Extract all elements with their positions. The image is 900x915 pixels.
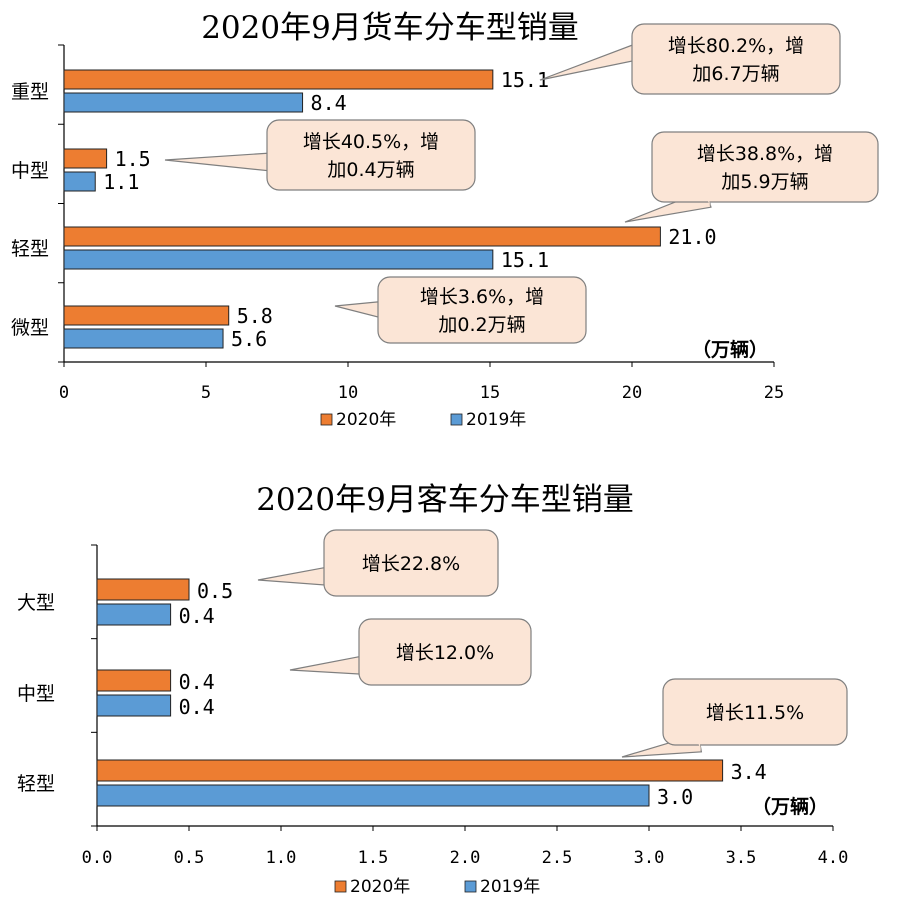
chart1-bar-2020 bbox=[63, 226, 661, 247]
chart2-x-tick-label: 3.5 bbox=[726, 848, 757, 868]
chart2-callout-text: 增长11.5% bbox=[706, 702, 804, 724]
chart2-x-tick-label: 1.5 bbox=[358, 848, 389, 868]
chart1-callout-text: 增长40.5%，增 bbox=[303, 131, 439, 153]
chart1-category-label: 中型 bbox=[11, 160, 49, 182]
chart1-callout-box bbox=[266, 119, 476, 191]
chart1-callout-text: 增长38.8%，增 bbox=[697, 143, 833, 165]
chart2-data-label: 3.4 bbox=[731, 760, 767, 784]
chart1-callout-box bbox=[631, 23, 841, 95]
chart2-callout-text: 增长12.0% bbox=[396, 642, 494, 664]
chart1-callout-text: 增长3.6%，增 bbox=[420, 286, 544, 308]
chart2-data-label: 0.4 bbox=[179, 695, 215, 719]
chart1-callout-seam bbox=[646, 40, 651, 57]
chart1-bar-2019 bbox=[63, 249, 494, 270]
chart2-callout-seam bbox=[326, 568, 328, 585]
chart2-callout-box bbox=[323, 529, 499, 597]
chart1-unit-label: （万辆） bbox=[692, 338, 768, 361]
chart1-legend-label: 2019年 bbox=[466, 410, 526, 430]
chart1-x-tick-label: 0 bbox=[59, 383, 69, 403]
chart2-callout-box bbox=[358, 618, 532, 686]
chart1-data-label: 1.5 bbox=[115, 147, 151, 171]
chart1-category-label: 轻型 bbox=[11, 238, 49, 260]
chart1-callout-seam bbox=[706, 190, 711, 207]
chart2-bar-2019 bbox=[96, 603, 172, 626]
chart1-callout-text: 加0.4万辆 bbox=[327, 159, 414, 181]
chart1-callout-seam bbox=[269, 153, 272, 171]
chart2-bar-2020 bbox=[96, 669, 172, 692]
chart2-x-tick-label: 3.0 bbox=[634, 848, 665, 868]
chart1-category-label: 重型 bbox=[11, 81, 49, 103]
chart2-data-label: 0.4 bbox=[179, 604, 215, 628]
chart1-callout-text: 加0.2万辆 bbox=[438, 314, 525, 336]
chart2-x-tick-label: 2.5 bbox=[542, 848, 573, 868]
chart2-callout-box bbox=[662, 678, 848, 746]
chart1-x-tick-label: 5 bbox=[201, 383, 211, 403]
chart2-x-tick-label: 4.0 bbox=[818, 848, 849, 868]
chart2-callout-text: 增长22.8% bbox=[362, 553, 460, 575]
chart2-bar-2020 bbox=[96, 578, 190, 601]
chart1-bar-2020 bbox=[63, 148, 108, 169]
chart1-x-tick-label: 10 bbox=[338, 383, 358, 403]
chart2-x-tick-label: 0.5 bbox=[174, 848, 205, 868]
chart1-callout-pointer bbox=[164, 152, 272, 172]
chart1-callout-text: 增长80.2%，增 bbox=[668, 35, 804, 57]
chart1-x-tick-label: 20 bbox=[622, 383, 642, 403]
chart2-data-label: 0.4 bbox=[179, 670, 215, 694]
chart1-bar-2019 bbox=[63, 171, 96, 192]
chart2-legend-label: 2020年 bbox=[350, 877, 410, 897]
chart2-bar-2019 bbox=[96, 694, 172, 717]
chart1-bar-2020 bbox=[63, 69, 494, 90]
chart1-legend-swatch-2019 bbox=[450, 413, 463, 426]
chart1-data-label: 5.6 bbox=[231, 327, 267, 351]
chart1-category-label: 微型 bbox=[11, 317, 49, 339]
chart2-x-tick-label: 1.0 bbox=[266, 848, 297, 868]
chart1-data-label: 5.8 bbox=[237, 304, 273, 328]
chart1-data-label: 15.1 bbox=[501, 248, 549, 272]
chart1-bar-2020 bbox=[63, 305, 230, 326]
chart2-legend-swatch-2020 bbox=[334, 880, 347, 893]
chart2-category-label: 轻型 bbox=[17, 773, 55, 795]
chart1-callout-seam bbox=[385, 301, 387, 319]
chart1-callout-box bbox=[377, 276, 587, 344]
chart2-data-label: 0.5 bbox=[197, 579, 233, 603]
chart2-bar-2020 bbox=[96, 759, 724, 782]
chart2-bar-2019 bbox=[96, 784, 650, 807]
chart2-category-label: 大型 bbox=[17, 592, 55, 614]
chart1-x-tick-label: 15 bbox=[480, 383, 500, 403]
chart1-data-label: 1.1 bbox=[103, 170, 139, 194]
chart2-callout-seam bbox=[698, 735, 702, 751]
chart2-callout-pointer bbox=[289, 655, 364, 675]
chart2-legend-swatch-2019 bbox=[464, 880, 477, 893]
chart2-x-tick-label: 0.0 bbox=[82, 848, 113, 868]
chart1-callout-text: 加6.7万辆 bbox=[692, 63, 779, 85]
chart2-data-label: 3.0 bbox=[657, 785, 693, 809]
chart1-x-tick-label: 25 bbox=[764, 383, 784, 403]
chart1-callout-text: 加5.9万辆 bbox=[721, 171, 808, 193]
chart1-title: 2020年9月货车分车型销量 bbox=[201, 10, 579, 46]
chart2-callout-pointer bbox=[257, 566, 329, 586]
chart2-category-label: 中型 bbox=[17, 683, 55, 705]
chart2-unit-label: （万辆） bbox=[752, 795, 828, 818]
chart2-callout-seam bbox=[360, 657, 363, 674]
chart2-title: 2020年9月客车分车型销量 bbox=[256, 482, 634, 518]
chart2-x-tick-label: 2.0 bbox=[450, 848, 481, 868]
chart1-legend-swatch-2020 bbox=[320, 413, 333, 426]
chart1-data-label: 8.4 bbox=[311, 91, 347, 115]
chart1-bar-2019 bbox=[63, 92, 304, 113]
chart1-legend-label: 2020年 bbox=[336, 410, 396, 430]
chart2-legend-label: 2019年 bbox=[480, 877, 540, 897]
chart1-data-label: 21.0 bbox=[668, 225, 716, 249]
chart1-bar-2019 bbox=[63, 328, 224, 349]
chart1-callout-box bbox=[651, 131, 879, 203]
